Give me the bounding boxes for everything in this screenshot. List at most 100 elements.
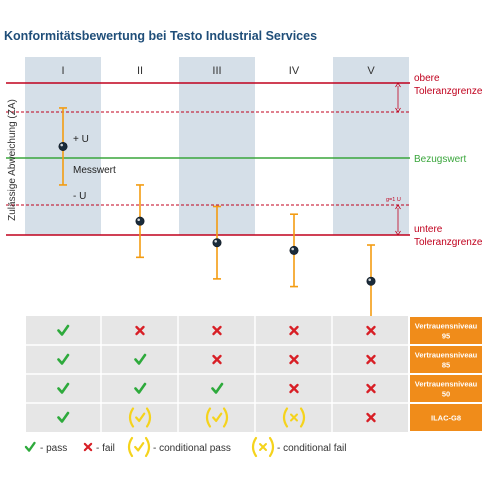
cross-icon [289,354,299,365]
confidence-level-value: 95 [442,332,450,341]
tolerance-arrows [395,82,401,236]
confidence-level-box [410,375,482,402]
column-header: IV [289,65,300,77]
cross-icon [289,325,299,336]
confidence-level-box [410,346,482,373]
y-axis-label: Zulässige Abweichung (ZA) [7,99,18,221]
check-icon [212,412,223,423]
check-icon [134,442,145,452]
check-icon [57,324,70,336]
status-cell [134,382,147,394]
paren-icon [222,407,229,428]
status-cell [134,353,147,365]
status-cell [57,324,70,336]
column-headers: I II III IV V [61,65,375,77]
lower-limit-label: untere [414,224,443,235]
cross-icon [366,412,376,423]
status-cell [211,382,224,394]
confidence-level-label: Vertrauensniveau [415,322,478,331]
cross-icon [366,325,376,336]
check-icon [57,382,70,394]
cross-icon [366,354,376,365]
status-cell [289,383,299,394]
column-header: I [61,65,64,77]
status-cell [366,325,376,336]
check-icon [24,441,36,452]
status-cell [282,407,306,428]
paren-icon [127,436,134,458]
status-cell [205,407,229,428]
measurement-point [212,238,222,248]
confidence-level-value: 50 [442,390,450,399]
minus-u-label: - U [73,191,86,202]
status-cell [366,412,376,423]
column-header: V [367,65,375,77]
confidence-level-box [410,404,482,431]
paren-icon [299,407,306,428]
column-header: III [212,65,221,77]
cross-icon [135,325,145,336]
status-table: Vertrauensniveau95Vertrauensniveau85Vert… [26,316,482,432]
status-cell [57,353,70,365]
confidence-level-label: Vertrauensniveau [415,380,478,389]
paren-icon [282,407,289,428]
upper-guard-arrow [395,107,401,113]
cross-icon [289,383,299,394]
check-icon [57,353,70,365]
cross-icon [83,442,93,452]
point-highlight [214,240,217,243]
point-highlight [137,218,140,222]
status-cell [212,354,222,365]
cross-icon [290,413,298,422]
legend: - pass - fail - conditional pass - conditio… [24,436,346,458]
measurement-point [135,216,145,226]
point-highlight [60,143,63,147]
check-icon [211,382,224,394]
check-icon [134,382,147,394]
legend-conditional-pass: - conditional pass [153,443,231,454]
cross-icon [212,354,222,365]
confidence-level-label: Vertrauensniveau [415,351,478,360]
legend-pass: - pass [40,443,67,454]
lower-guard-arrow [395,230,401,236]
plus-u-label: + U [73,134,89,145]
lower-guard-arrow [395,204,401,210]
cross-icon [366,383,376,394]
guard-band-label: g=1 U [386,197,401,203]
status-cell [57,382,70,394]
measurement-point [289,245,299,255]
point-highlight [291,247,295,251]
point-highlight [368,278,372,282]
paren-icon [145,407,152,428]
measurement-point [366,276,376,286]
status-cell [366,354,376,365]
upper-guard-arrow [395,82,401,88]
legend-fail: - fail [96,443,115,454]
status-cell [289,354,299,365]
check-icon [134,353,147,365]
measurement-points [58,107,376,319]
measured-value-label: Messwert [73,165,116,176]
column-header: II [137,65,143,77]
confidence-level-value: 85 [442,361,450,370]
measurement-point [58,141,68,151]
confidence-level-label: ILAC-G8 [431,414,461,423]
confidence-level-box [410,317,482,344]
check-icon [57,411,70,423]
status-cell [366,383,376,394]
paren-icon [128,407,135,428]
page-title: Konformitätsbewertung bei Testo Industri… [4,29,318,43]
status-cell [289,325,299,336]
paren-icon [251,436,258,458]
cross-icon [212,325,222,336]
status-cell [135,325,145,336]
paren-icon [205,407,212,428]
status-cell [57,411,70,423]
cross-icon [259,443,267,451]
reference-label: Bezugswert [414,154,466,165]
annotations: Zulässige Abweichung (ZA) + U Messwert - U [7,99,116,221]
paren-icon [268,436,275,458]
upper-limit-label: Toleranzgrenze [414,86,483,97]
limit-lines: obere Toleranzgrenze Bezugswert untere Toler… [6,73,483,248]
